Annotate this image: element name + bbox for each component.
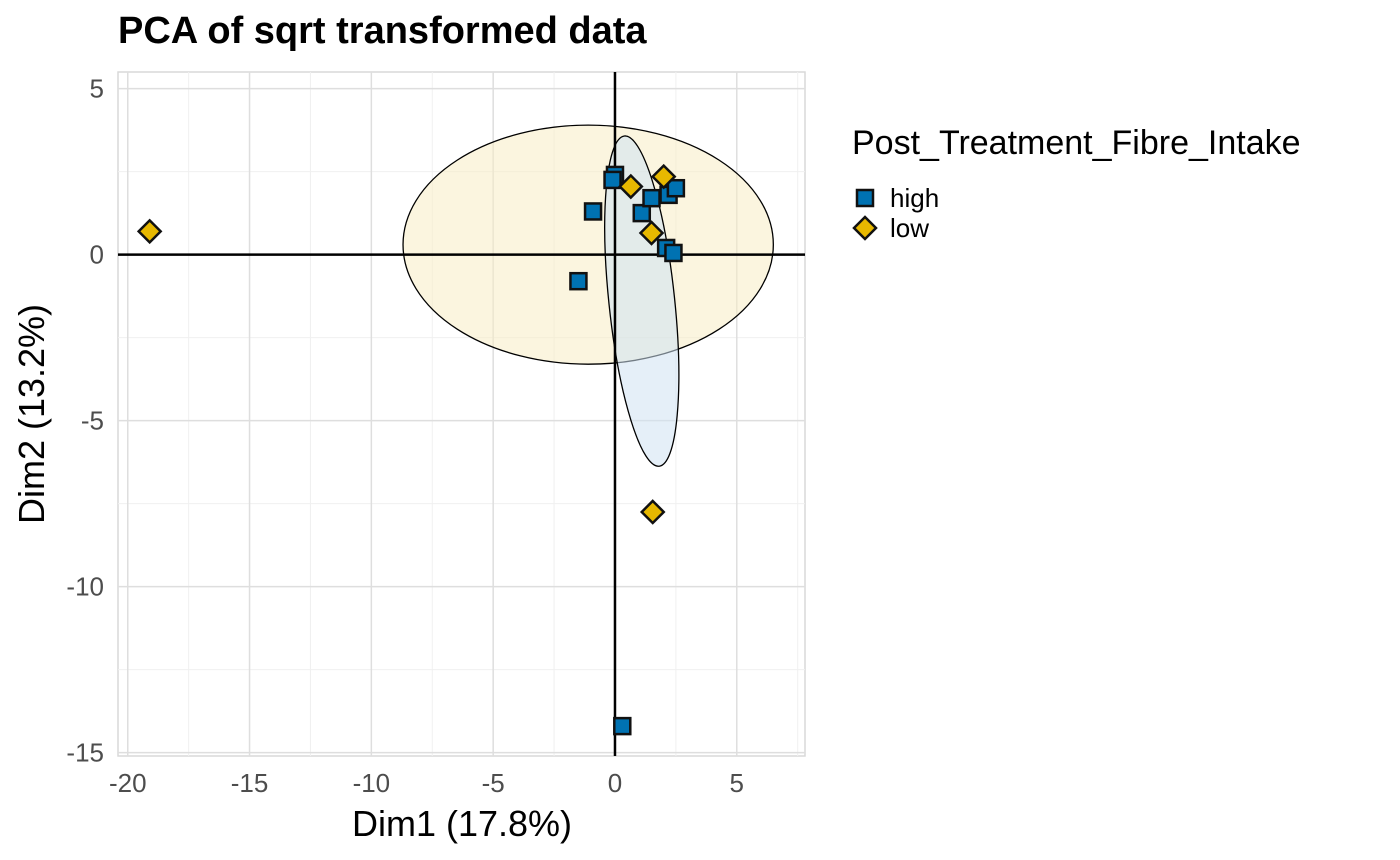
legend-label: high (890, 182, 940, 213)
data-point-low (639, 499, 666, 525)
legend-marker-low (852, 215, 878, 241)
x-axis-label: Dim1 (17.8%) (352, 803, 572, 844)
y-tick-label: 5 (90, 74, 104, 104)
y-tick-label: -5 (81, 406, 104, 436)
data-point-high (666, 178, 686, 198)
data-point-low (618, 173, 644, 200)
legend: Post_Treatment_Fibre_Intake high low (852, 124, 1301, 243)
data-point-high (642, 188, 661, 208)
data-point-high (603, 170, 622, 190)
legend-item-high: high (852, 183, 1301, 213)
legend-item-low: low (852, 213, 1301, 243)
ellipse-layer (402, 124, 774, 467)
legend-marker-high (855, 188, 875, 208)
data-point-high (664, 243, 683, 263)
data-point-high (583, 202, 603, 221)
data-point-high (569, 271, 588, 291)
confidence-ellipse-high (604, 135, 680, 467)
legend-items: high low (852, 183, 1301, 243)
x-tick-label: -15 (231, 768, 269, 798)
data-point-high (613, 716, 632, 736)
x-tick-label: -10 (353, 768, 391, 798)
y-axis-label: Dim2 (13.2%) (11, 304, 52, 524)
data-point-low (136, 218, 163, 245)
confidence-ellipse-low (402, 124, 774, 365)
point-layer (136, 163, 686, 736)
panel-border (117, 71, 806, 757)
x-tick-label: 5 (730, 768, 744, 798)
tick-layer: -20 -15 -10 -5 0 5-15-10-505 (66, 74, 744, 798)
legend-label: low (890, 212, 930, 243)
y-tick-label: 0 (90, 240, 104, 270)
legend-key-high (855, 188, 875, 208)
x-tick-label: 0 (608, 768, 622, 798)
chart-title: PCA of sqrt transformed data (118, 10, 647, 52)
y-tick-label: -15 (66, 738, 104, 768)
data-point-low (650, 163, 677, 190)
legend-key-low (852, 215, 878, 241)
y-tick-label: -10 (66, 572, 104, 602)
data-point-high (632, 203, 652, 223)
x-tick-label: -20 (109, 768, 147, 798)
x-tick-label: -5 (482, 768, 505, 798)
legend-title: Post_Treatment_Fibre_Intake (852, 124, 1301, 162)
data-point-low (638, 220, 665, 246)
